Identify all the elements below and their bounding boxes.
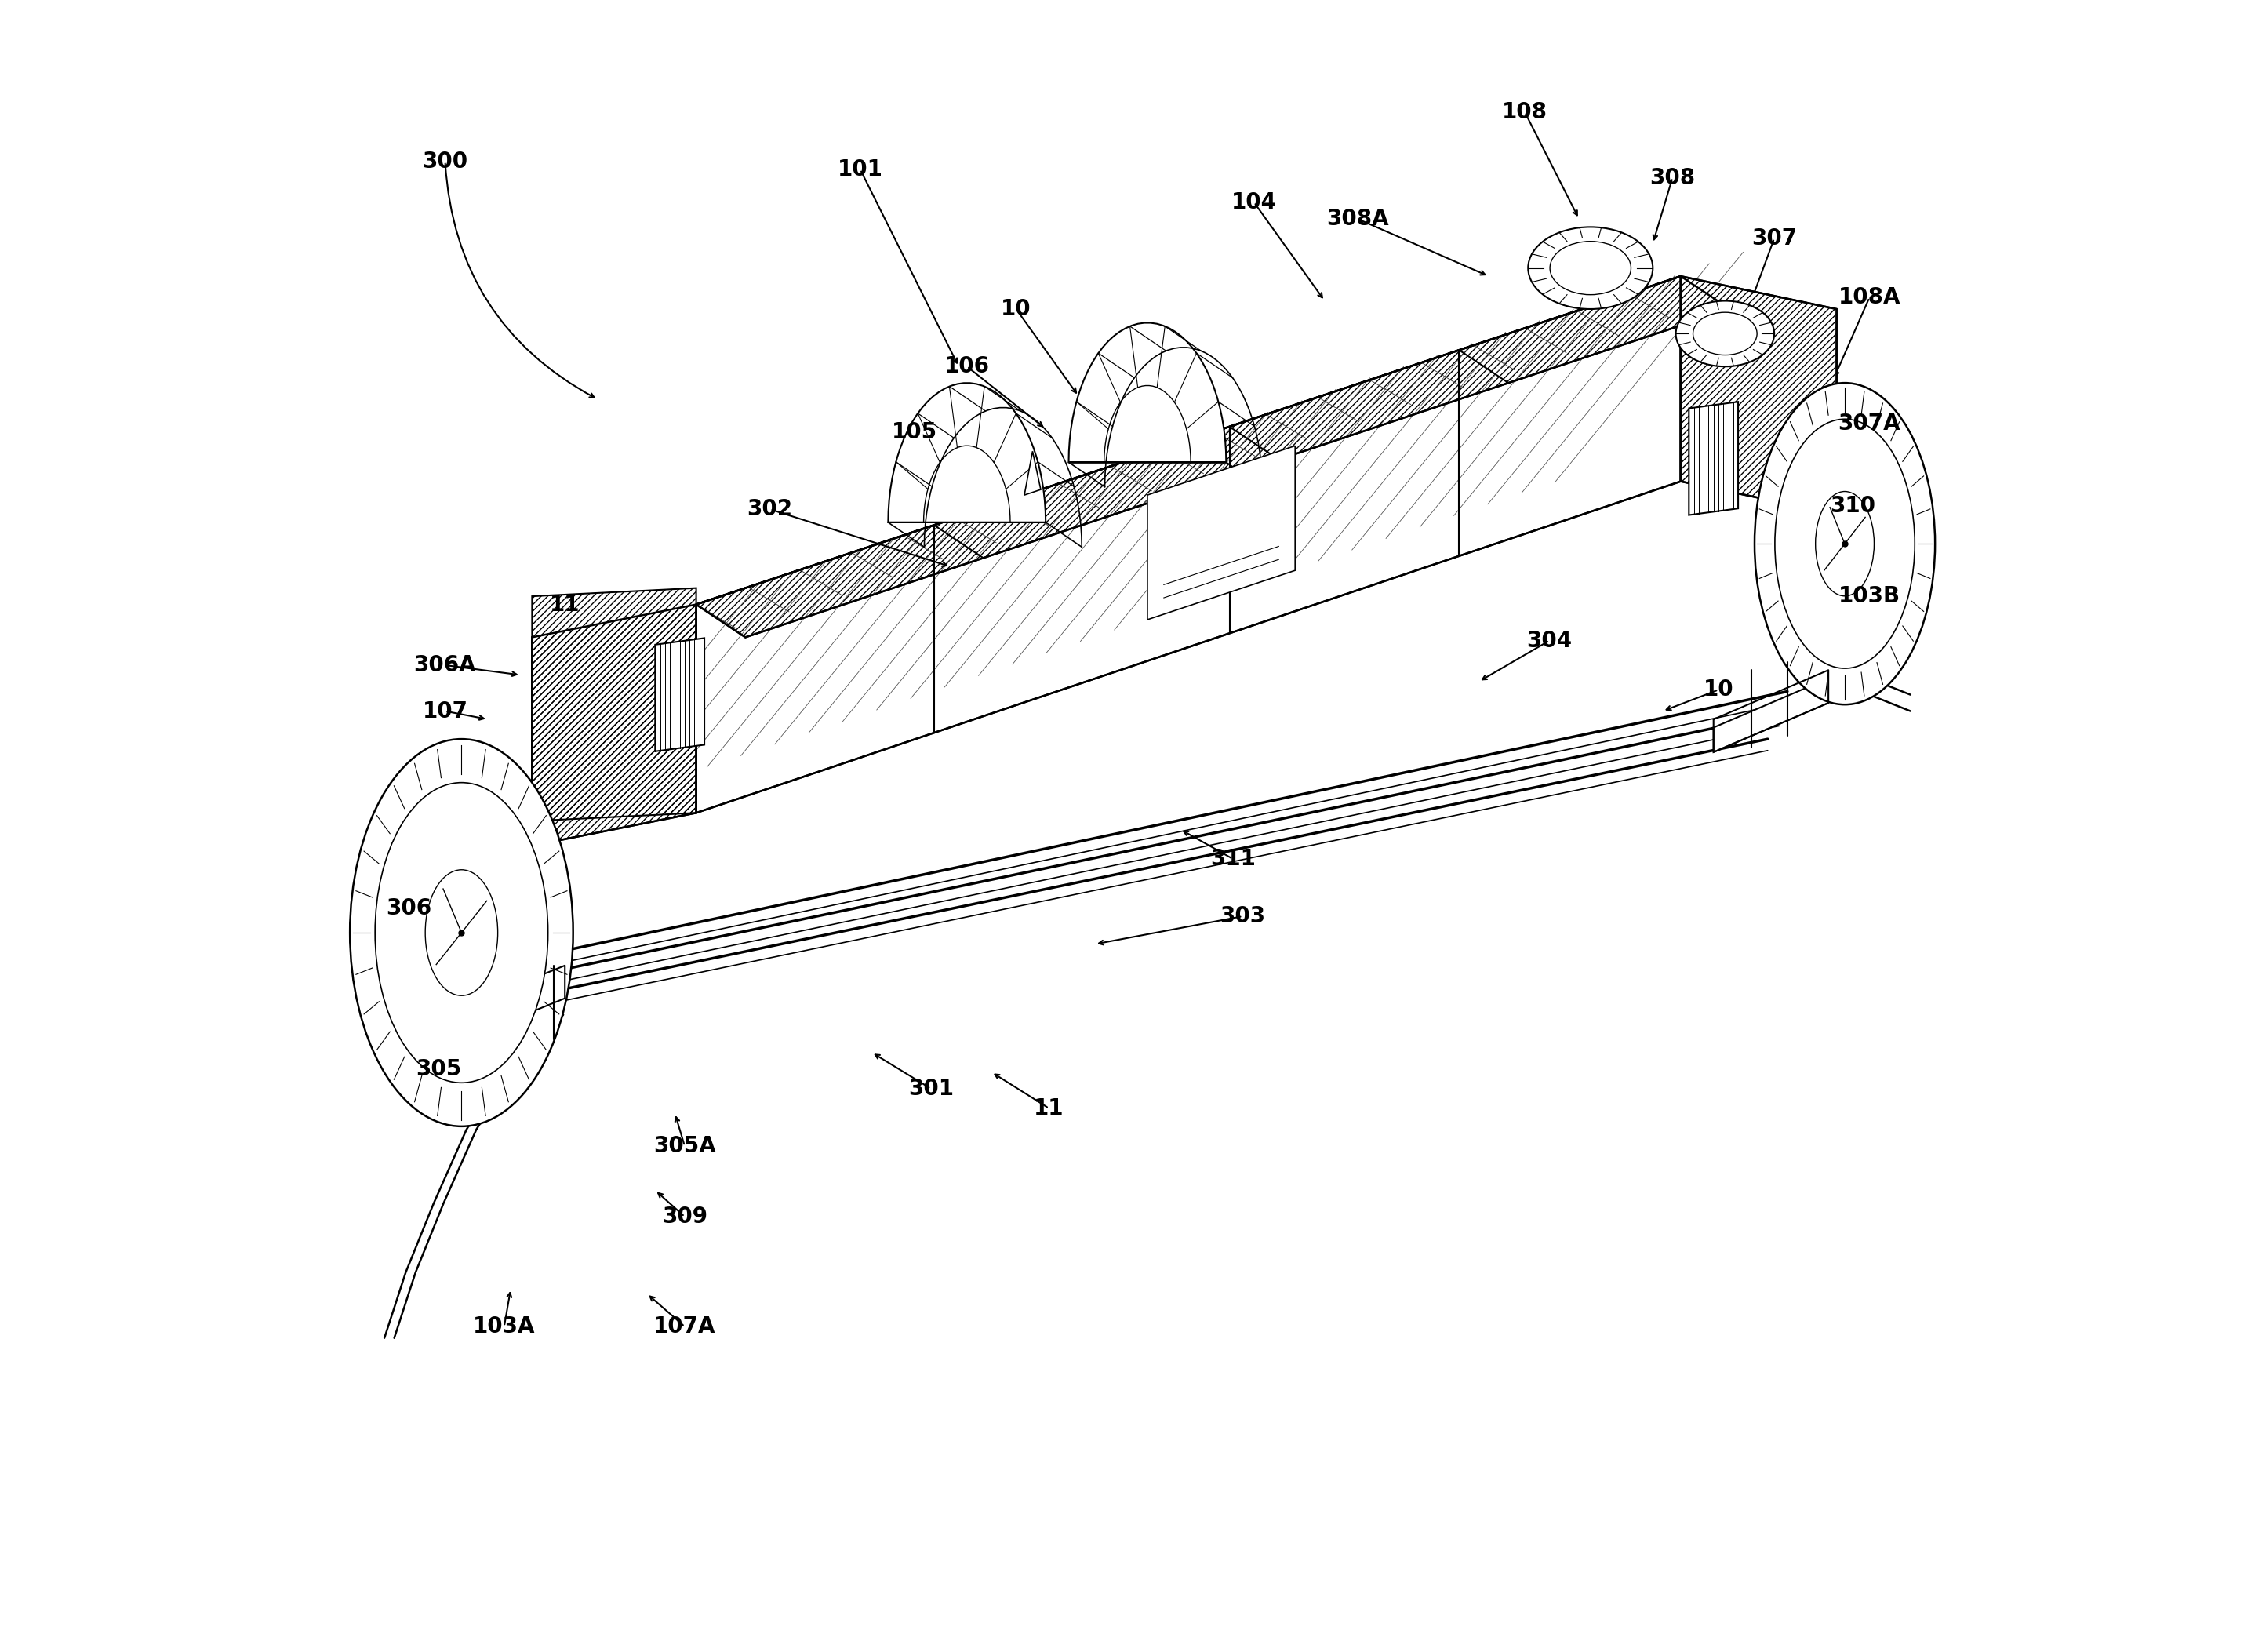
- Ellipse shape: [1692, 312, 1758, 355]
- Text: 105: 105: [891, 421, 936, 443]
- Text: 309: 309: [663, 1206, 708, 1227]
- Text: 305: 305: [416, 1057, 461, 1080]
- Polygon shape: [1681, 276, 1837, 514]
- Polygon shape: [1715, 679, 1828, 752]
- Text: 108A: 108A: [1839, 286, 1900, 309]
- Text: 10: 10: [1703, 679, 1733, 700]
- Text: 304: 304: [1527, 629, 1572, 651]
- Text: 11: 11: [1034, 1097, 1063, 1120]
- Polygon shape: [1147, 446, 1296, 620]
- Ellipse shape: [1676, 301, 1773, 367]
- Text: 306A: 306A: [414, 654, 477, 676]
- Polygon shape: [889, 383, 1045, 522]
- Text: 108: 108: [1502, 101, 1547, 124]
- Text: 307: 307: [1751, 228, 1796, 249]
- Text: 308: 308: [1649, 167, 1694, 188]
- Ellipse shape: [1529, 226, 1654, 309]
- Polygon shape: [532, 588, 697, 821]
- Polygon shape: [1025, 451, 1041, 496]
- Polygon shape: [1690, 401, 1737, 515]
- Text: 310: 310: [1830, 496, 1875, 517]
- Polygon shape: [532, 605, 697, 846]
- Text: 103A: 103A: [473, 1315, 536, 1338]
- Polygon shape: [697, 276, 1681, 813]
- Text: 10: 10: [1002, 297, 1031, 320]
- Text: 11: 11: [550, 593, 579, 616]
- Polygon shape: [504, 965, 566, 1014]
- Ellipse shape: [1816, 491, 1875, 596]
- Ellipse shape: [351, 738, 572, 1127]
- Text: 107A: 107A: [654, 1315, 715, 1338]
- Text: 107: 107: [423, 700, 468, 722]
- Text: 106: 106: [943, 355, 991, 377]
- Polygon shape: [525, 829, 556, 871]
- Text: 307A: 307A: [1839, 413, 1900, 434]
- Text: 101: 101: [837, 159, 882, 180]
- Ellipse shape: [1776, 420, 1914, 669]
- Text: 104: 104: [1231, 192, 1276, 213]
- Text: 305A: 305A: [654, 1135, 717, 1156]
- Polygon shape: [1068, 322, 1226, 463]
- Ellipse shape: [425, 869, 498, 996]
- Polygon shape: [697, 276, 1730, 638]
- Ellipse shape: [1549, 241, 1631, 294]
- Text: 302: 302: [746, 499, 792, 520]
- Text: 303: 303: [1219, 905, 1264, 927]
- Text: 103B: 103B: [1839, 585, 1900, 608]
- Text: 300: 300: [423, 150, 468, 172]
- Text: 308A: 308A: [1326, 208, 1389, 230]
- Ellipse shape: [375, 783, 547, 1082]
- Polygon shape: [697, 276, 1730, 638]
- Text: 306: 306: [387, 897, 432, 919]
- Text: 311: 311: [1210, 847, 1255, 871]
- Text: 301: 301: [907, 1077, 955, 1100]
- Polygon shape: [656, 638, 703, 752]
- Ellipse shape: [1755, 383, 1934, 704]
